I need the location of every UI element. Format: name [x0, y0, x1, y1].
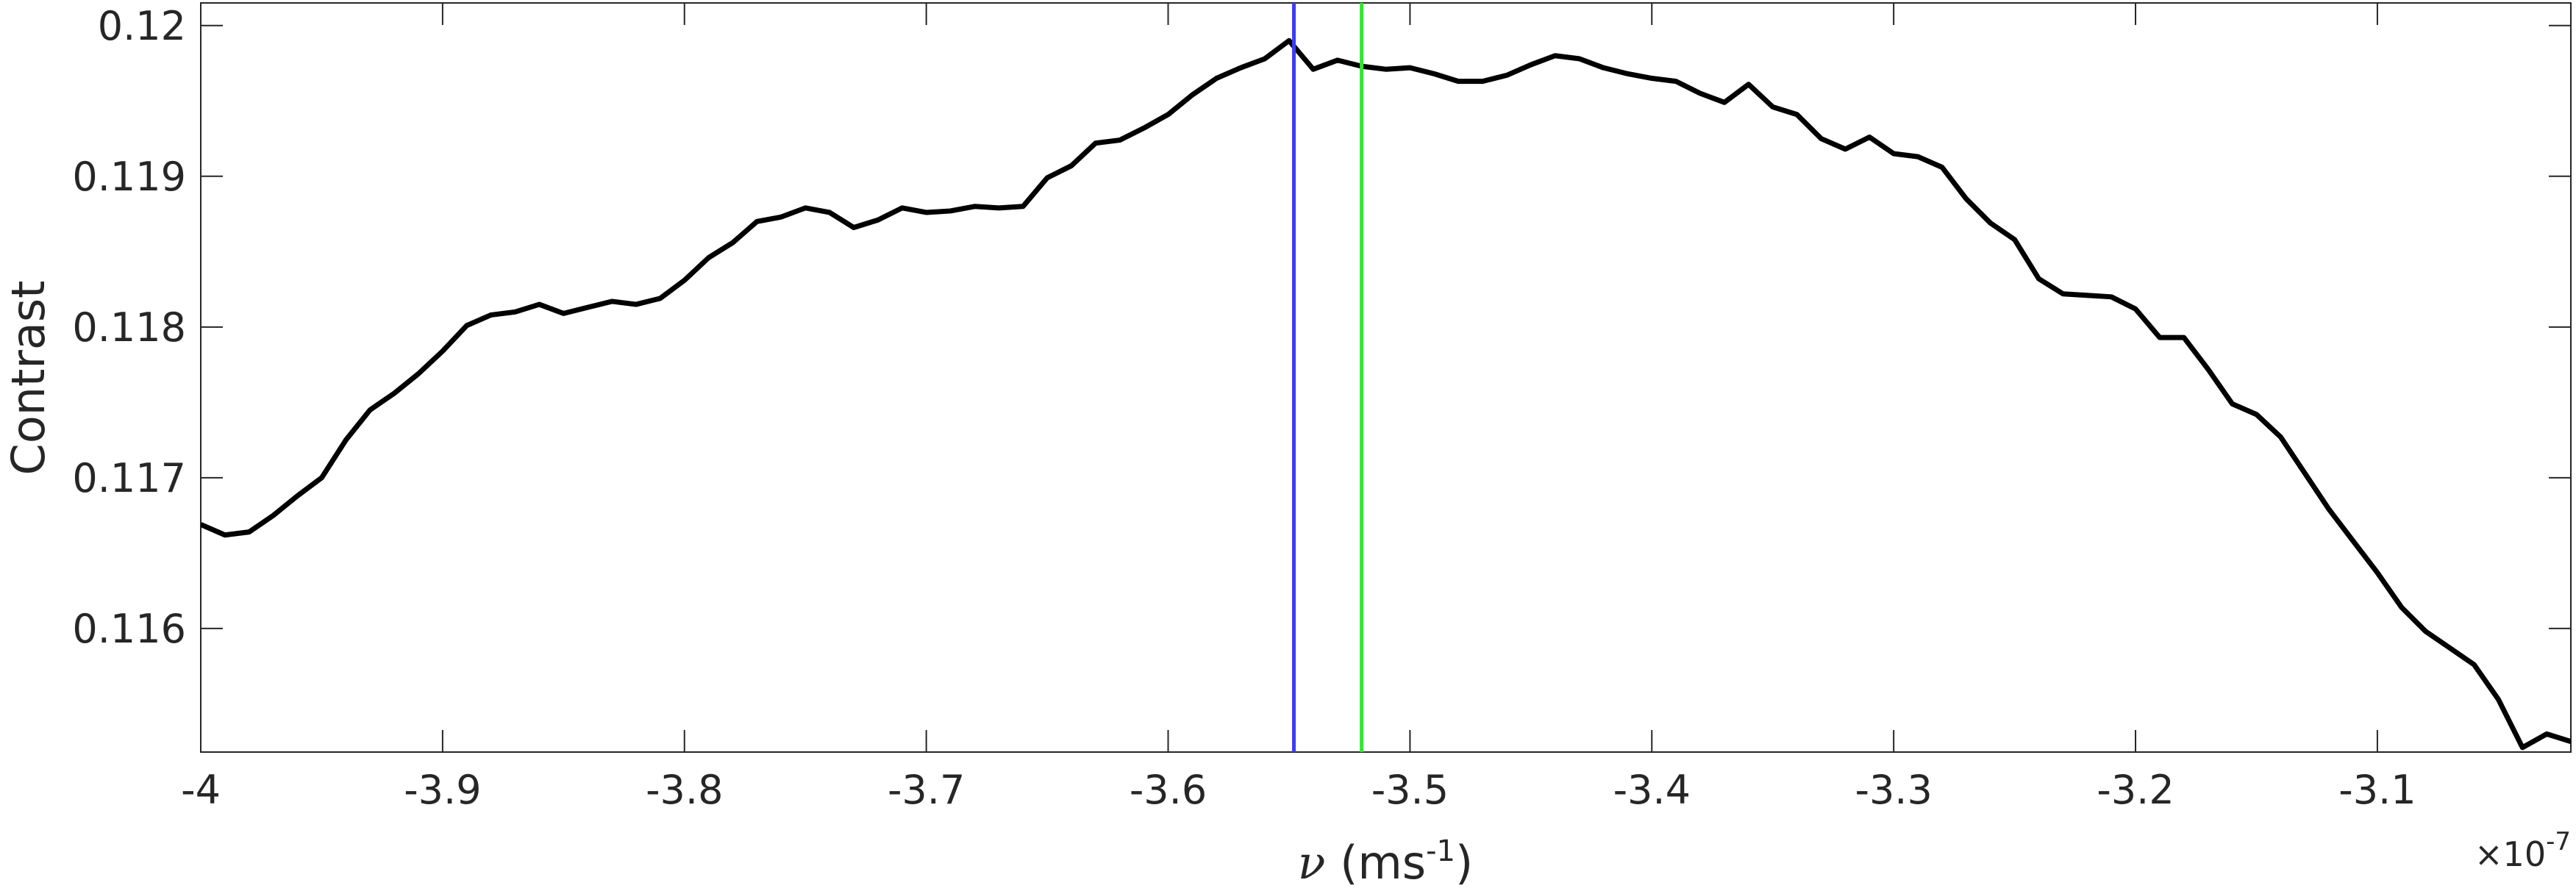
- y-tick-label: 0.116: [72, 606, 186, 652]
- y-tick-label: 0.118: [72, 304, 186, 351]
- y-axis-label: Contrast: [1, 281, 55, 476]
- x-label-unit: (ms: [1340, 836, 1426, 890]
- x-tick-label: -3.9: [404, 767, 481, 813]
- x-label-close: ): [1455, 836, 1473, 890]
- x-tick-label: -3.7: [888, 767, 965, 813]
- plot-frame: [200, 2, 2572, 753]
- x-tick-label: -3.2: [2097, 767, 2174, 813]
- y-tick-label: 0.12: [98, 3, 186, 49]
- x-tick-label: -3.4: [1613, 767, 1691, 813]
- x-multiplier-exponent: -7: [2546, 827, 2571, 856]
- x-tick-label: -3.6: [1130, 767, 1207, 813]
- x-tick-label: -4: [181, 767, 221, 813]
- x-multiplier-base: ×10: [2475, 834, 2546, 874]
- x-tick-label: -3.5: [1371, 767, 1449, 813]
- x-tick-label: -3.3: [1855, 767, 1932, 813]
- y-tick-label: 0.119: [72, 154, 186, 200]
- data-line: [201, 37, 2571, 751]
- x-label-exponent: -1: [1426, 834, 1455, 868]
- y-tick-label: 0.117: [72, 455, 186, 501]
- x-tick-label: -3.8: [646, 767, 723, 813]
- x-label-symbol: ν: [1298, 836, 1326, 890]
- x-tick-label: -3.1: [2338, 767, 2416, 813]
- x-axis-label: ν (ms-1): [1298, 834, 1473, 890]
- x-multiplier: ×10-7: [2475, 827, 2571, 874]
